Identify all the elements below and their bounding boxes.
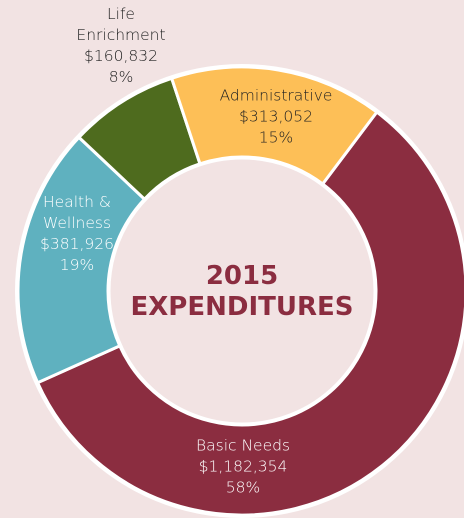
chart-title: 2015 EXPENDITURES	[130, 261, 354, 322]
percent-label: 15%	[258, 128, 294, 147]
value-label: $313,052	[239, 107, 313, 126]
segment-label: Basic Needs $1,182,354 58%	[143, 436, 343, 499]
category-label: Life Enrichment	[76, 5, 166, 44]
percent-label: 19%	[59, 256, 95, 274]
percent-label: 58%	[225, 478, 261, 497]
inner-hole	[107, 156, 377, 426]
segment-label: Health & Wellness $381,926 19%	[27, 192, 127, 276]
segment-label: Life Enrichment $160,832 8%	[66, 4, 176, 88]
value-label: $381,926	[40, 235, 114, 253]
category-label: Basic Needs	[195, 436, 291, 455]
value-label: $1,182,354	[198, 457, 288, 476]
percent-label: 8%	[108, 68, 134, 86]
category-label: Health & Wellness	[42, 193, 112, 232]
segment-label: Administrative $313,052 15%	[196, 86, 356, 149]
value-label: $160,832	[84, 47, 158, 65]
category-label: Administrative	[219, 86, 333, 105]
